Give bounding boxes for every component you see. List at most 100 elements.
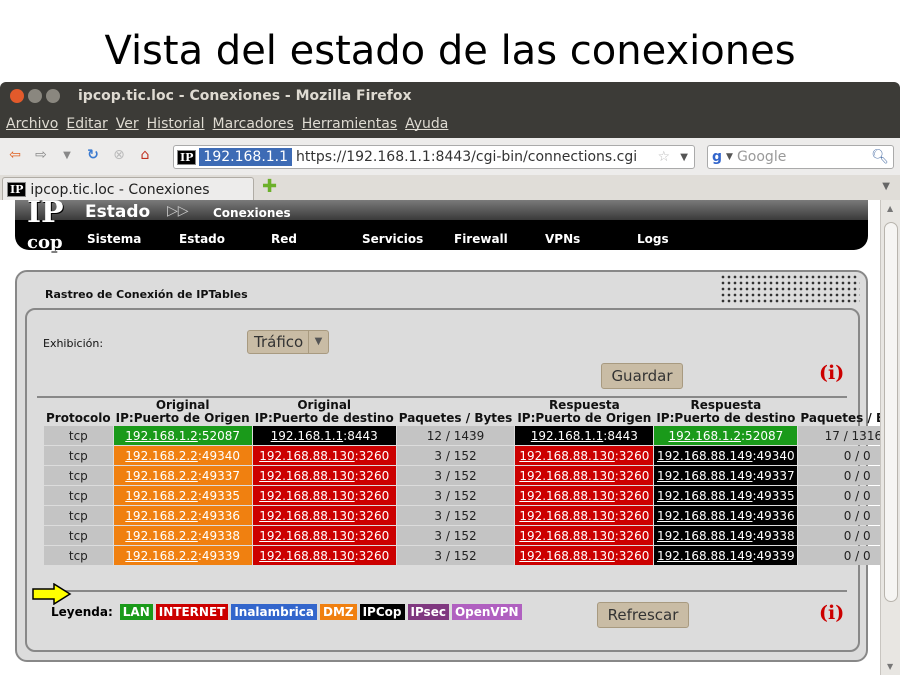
home-icon[interactable]: ⌂ — [140, 147, 150, 163]
yellow-arrow-icon — [32, 583, 72, 605]
nav-firewall[interactable]: Firewall — [454, 232, 508, 246]
menu-ver[interactable]: Ver — [115, 116, 139, 132]
resp-packets-cell: 17 / 13164 — [798, 426, 880, 445]
port: :49340 — [752, 448, 795, 463]
refresh-button[interactable]: Refrescar — [597, 602, 689, 628]
nav-servicios[interactable]: Servicios — [362, 232, 424, 246]
menu-historial[interactable]: Historial — [146, 116, 205, 132]
resp-src-cell: 192.168.88.130:3260 — [515, 446, 654, 465]
maximize-window-icon[interactable] — [46, 89, 60, 103]
ip-link[interactable]: 192.168.1.1 — [530, 428, 604, 443]
ip-link[interactable]: 192.168.88.149 — [657, 468, 753, 483]
back-icon[interactable]: ⇦ — [9, 147, 21, 163]
protocol-cell: tcp — [44, 526, 113, 545]
ip-link[interactable]: 192.168.88.130 — [519, 468, 615, 483]
nav-logs[interactable]: Logs — [637, 232, 669, 246]
ipcop-logo: IP cop — [27, 200, 64, 253]
ip-link[interactable]: 192.168.88.130 — [519, 488, 615, 503]
ip-link[interactable]: 192.168.2.2 — [125, 528, 198, 543]
stop-icon[interactable]: ⊗ — [113, 147, 125, 163]
ip-link[interactable]: 192.168.88.130 — [259, 488, 355, 503]
tab-conexiones[interactable]: IP ipcop.tic.loc - Conexiones — [2, 177, 254, 201]
ip-link[interactable]: 192.168.88.130 — [519, 448, 615, 463]
ip-link[interactable]: 192.168.88.130 — [259, 548, 355, 563]
search-box[interactable]: g ▼ Google 🔍︎ — [707, 145, 894, 169]
close-window-icon[interactable] — [10, 89, 24, 103]
tab-list-icon[interactable]: ▼ — [882, 181, 890, 192]
history-dropdown-icon[interactable]: ▼ — [63, 149, 71, 161]
menu-editar[interactable]: Editar — [66, 116, 108, 132]
save-button[interactable]: Guardar — [601, 363, 683, 389]
ip-link[interactable]: 192.168.88.130 — [259, 448, 355, 463]
protocol-cell: tcp — [44, 446, 113, 465]
minimize-window-icon[interactable] — [28, 89, 42, 103]
nav-vpns[interactable]: VPNs — [545, 232, 581, 246]
conntrack-panel: Rastreo de Conexión de IPTables Exhibici… — [15, 270, 880, 662]
port: :3260 — [614, 488, 650, 503]
nav-sistema[interactable]: Sistema — [87, 232, 142, 246]
display-label: Exhibición: — [43, 337, 104, 350]
reload-icon[interactable]: ↻ — [87, 147, 99, 163]
site-identity-button[interactable]: 192.168.1.1 — [199, 148, 293, 166]
port: :49337 — [752, 468, 795, 483]
google-engine-icon[interactable]: g — [712, 149, 723, 165]
port: :49338 — [752, 528, 795, 543]
orig-packets-cell: 3 / 152 — [396, 546, 515, 565]
url-input[interactable]: https://192.168.1.1:8443/cgi-bin/connect… — [296, 149, 638, 165]
ip-link[interactable]: 192.168.1.2 — [668, 428, 742, 443]
ip-link[interactable]: 192.168.2.2 — [125, 448, 198, 463]
nav-red[interactable]: Red — [271, 232, 297, 246]
ip-link[interactable]: 192.168.88.130 — [519, 508, 615, 523]
vertical-scrollbar[interactable]: ▲ ▼ — [880, 200, 900, 675]
ip-link[interactable]: 192.168.88.149 — [657, 548, 753, 563]
orig-dst-cell: 192.168.88.130:3260 — [252, 446, 396, 465]
ip-link[interactable]: 192.168.2.2 — [125, 468, 198, 483]
page-content: IP cop Estado ▷▷ Conexiones Sistema Estad… — [0, 200, 880, 675]
ip-link[interactable]: 192.168.1.2 — [125, 428, 198, 443]
scroll-up-icon[interactable]: ▲ — [887, 204, 894, 213]
ip-link[interactable]: 192.168.88.130 — [519, 528, 615, 543]
forward-icon[interactable]: ⇨ — [35, 147, 47, 163]
ip-link[interactable]: 192.168.2.2 — [125, 488, 198, 503]
resp-packets-cell: 0 / 0 — [798, 526, 880, 545]
menu-herramientas[interactable]: Herramientas — [301, 116, 398, 132]
ipcop-header: IP cop Estado ▷▷ Conexiones Sistema Estad… — [15, 200, 868, 253]
ip-link[interactable]: 192.168.88.149 — [657, 508, 753, 523]
orig-dst-cell: 192.168.88.130:3260 — [252, 526, 396, 545]
ip-link[interactable]: 192.168.88.149 — [657, 488, 753, 503]
resp-src-cell: 192.168.88.130:3260 — [515, 466, 654, 485]
search-input[interactable]: Google — [736, 149, 787, 165]
display-select[interactable]: Tráfico ▼ — [247, 330, 329, 354]
panel-title: Rastreo de Conexión de IPTables — [45, 288, 248, 301]
protocol-cell: tcp — [44, 426, 113, 445]
menu-archivo[interactable]: Archivo — [6, 116, 59, 132]
ip-link[interactable]: 192.168.88.130 — [259, 468, 355, 483]
port: :3260 — [614, 528, 650, 543]
ip-link[interactable]: 192.168.2.2 — [125, 508, 198, 523]
new-tab-icon[interactable]: ✚ — [262, 176, 278, 197]
bookmark-star-icon[interactable]: ☆ — [657, 149, 670, 165]
scroll-down-icon[interactable]: ▼ — [887, 662, 894, 671]
info-icon[interactable]: (i) — [819, 362, 845, 384]
port: :49340 — [197, 448, 241, 463]
search-icon[interactable]: 🔍︎ — [871, 149, 889, 165]
scrollbar-thumb[interactable] — [884, 222, 898, 602]
url-dropdown-icon[interactable]: ▼ — [680, 151, 688, 163]
ip-link[interactable]: 192.168.2.2 — [125, 548, 198, 563]
info-icon[interactable]: (i) — [819, 602, 845, 624]
orig-packets-cell: 3 / 152 — [396, 506, 515, 525]
ip-link[interactable]: 192.168.88.130 — [259, 528, 355, 543]
url-bar[interactable]: IP 192.168.1.1 https://192.168.1.1:8443/… — [173, 145, 695, 169]
orig-src-cell: 192.168.2.2:49335 — [113, 486, 252, 505]
ip-link[interactable]: 192.168.1.1 — [270, 428, 344, 443]
menu-marcadores[interactable]: Marcadores — [212, 116, 294, 132]
ip-link[interactable]: 192.168.88.130 — [519, 548, 615, 563]
menu-ayuda[interactable]: Ayuda — [405, 116, 449, 132]
ip-link[interactable]: 192.168.88.149 — [657, 528, 753, 543]
engine-dropdown-icon[interactable]: ▼ — [726, 152, 733, 162]
ip-link[interactable]: 192.168.88.130 — [259, 508, 355, 523]
nav-estado[interactable]: Estado — [179, 232, 226, 246]
resp-dst-cell: 192.168.88.149:49339 — [654, 546, 798, 565]
connections-table: Protocolo Original IP:Puerto de Origen Ori… — [43, 394, 880, 566]
ip-link[interactable]: 192.168.88.149 — [657, 448, 753, 463]
